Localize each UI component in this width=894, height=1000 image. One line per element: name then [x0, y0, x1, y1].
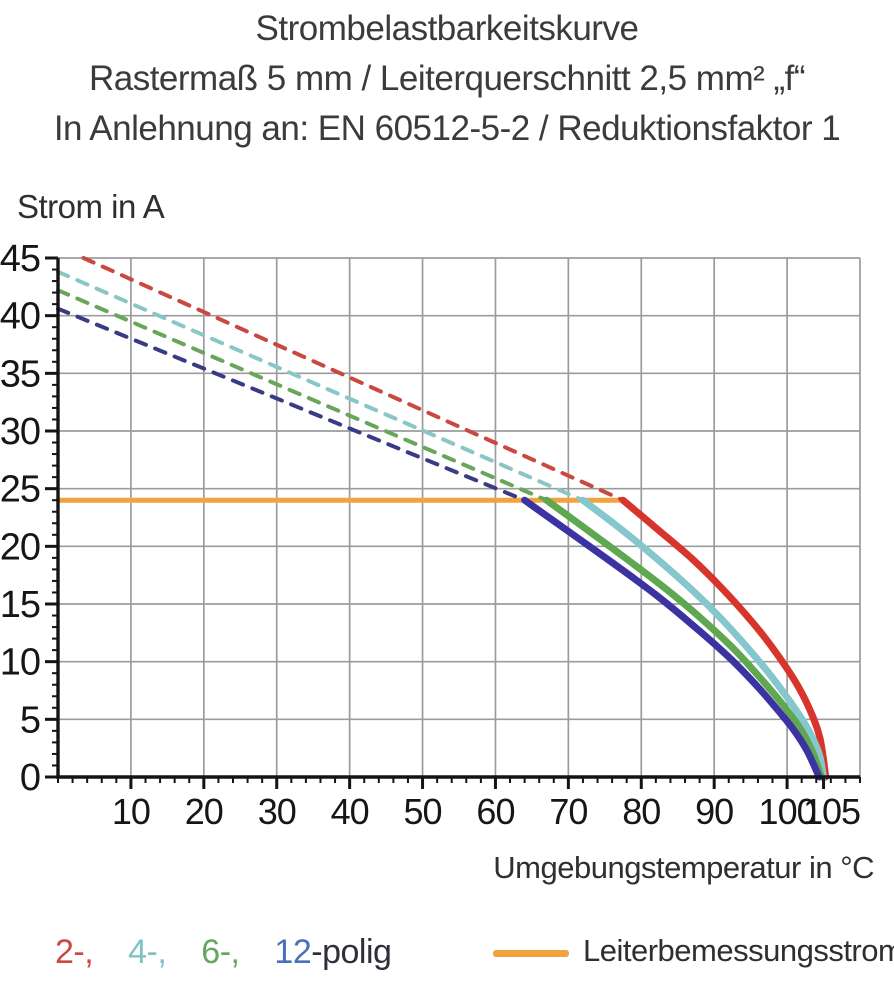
- curve-12-polig-derating-dashed-: [56, 306, 527, 503]
- curve-4-polig-limit-solid-: [579, 496, 827, 781]
- y-tick-label: 45: [0, 238, 40, 280]
- y-tick-label: 5: [20, 699, 40, 741]
- x-tick-label: 50: [404, 791, 442, 832]
- title-line-1: Strombelastbarkeitskurve: [255, 9, 639, 48]
- x-tick-label: 105: [803, 791, 860, 832]
- y-tick-label: 25: [0, 469, 40, 511]
- legend-12: 12: [274, 933, 312, 971]
- x-tick-label: 100: [759, 791, 816, 832]
- curve-2-polig-limit-solid-: [619, 496, 830, 781]
- rated-current-swatch: [493, 949, 569, 957]
- y-tick-label: 0: [20, 757, 40, 799]
- x-axis-label: Umgebungstemperatur in °C: [493, 850, 874, 885]
- title-line-3: In Anlehnung an: EN 60512-5-2 / Reduktio…: [53, 109, 841, 148]
- legend-4-polig: 4-,: [128, 933, 167, 971]
- x-tick-label: 10: [112, 791, 150, 832]
- y-axis-label: Strom in A: [17, 188, 165, 225]
- y-tick-label: 15: [0, 584, 40, 626]
- y-tick-label: 20: [0, 526, 40, 568]
- y-tick-label: 40: [0, 296, 40, 338]
- poles-legend: 2-, 4-, 6-, 12-polig: [55, 933, 392, 972]
- chart-title-block: Strombelastbarkeitskurve Rastermaß 5 mm …: [0, 4, 894, 154]
- rated-current-label: Leiterbemessungsstrom: [583, 933, 894, 968]
- curve-6-polig-limit-solid-: [543, 496, 825, 781]
- x-tick-label: 20: [185, 791, 223, 832]
- legend-polig-suffix: -polig: [311, 933, 392, 971]
- title-line-2: Rastermaß 5 mm / Leiterquerschnitt 2,5 m…: [88, 59, 806, 98]
- rated-current-legend: Leiterbemessungsstrom: [493, 933, 894, 969]
- curve-6-polig-derating-dashed-: [56, 288, 549, 503]
- y-tick-label: 30: [0, 411, 40, 453]
- legend-6-polig: 6-,: [201, 933, 240, 971]
- curve-2-polig-derating-dashed-: [81, 256, 625, 503]
- x-tick-label: 80: [622, 791, 660, 832]
- curve-12-polig-limit-solid-: [521, 496, 823, 781]
- x-tick-label: 30: [258, 791, 296, 832]
- y-tick-label: 10: [0, 642, 40, 684]
- x-tick-label: 60: [476, 791, 514, 832]
- y-tick-label: 35: [0, 353, 40, 395]
- curve-4-polig-derating-dashed-: [56, 269, 585, 503]
- x-tick-label: 40: [331, 791, 369, 832]
- x-tick-label: 70: [549, 791, 587, 832]
- legend-2-polig: 2-,: [55, 933, 94, 971]
- x-tick-label: 90: [695, 791, 733, 832]
